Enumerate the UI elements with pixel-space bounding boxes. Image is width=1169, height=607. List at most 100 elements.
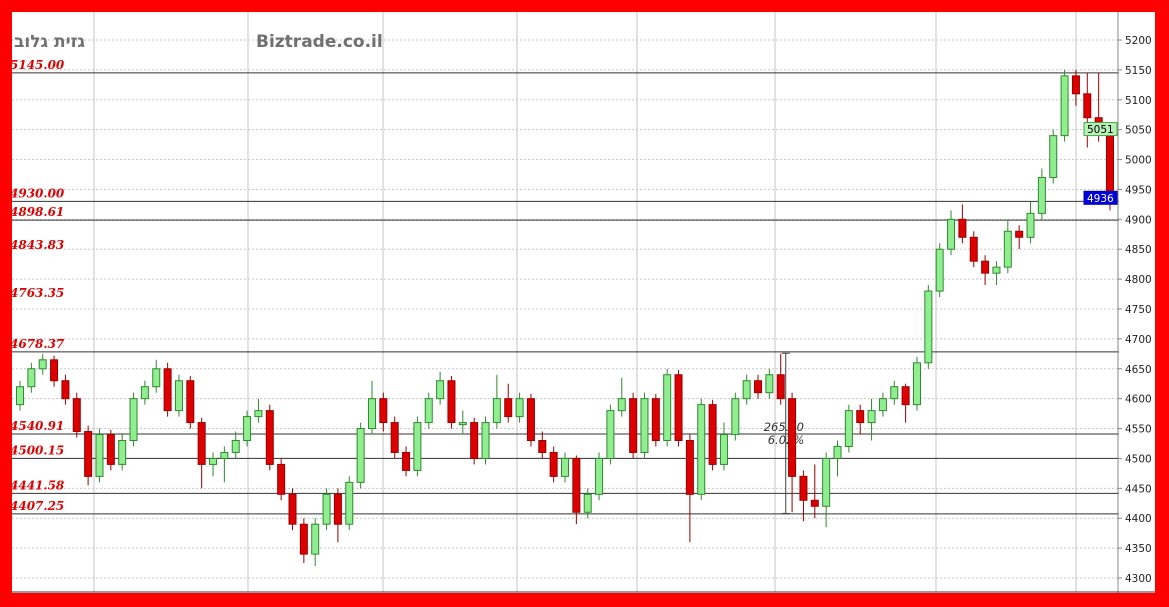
candle-up [458,422,467,426]
y-tick-label: 4850 [1125,244,1152,256]
y-tick-label: 4650 [1125,364,1152,376]
candle-down [629,398,638,453]
candle-up [38,359,47,370]
candle-up [95,434,104,477]
candle-up [220,451,229,459]
candle-up [1026,212,1035,238]
candle-up [912,362,921,406]
candle-up [27,368,36,388]
candle-up [595,457,604,495]
candle-up [765,374,774,394]
y-tick-label: 4750 [1125,304,1152,316]
candle-down [754,380,763,394]
candle-down [50,359,59,382]
candle-down [333,493,342,525]
candle-up [356,428,365,483]
candle-up [367,398,376,430]
y-tick-label: 4300 [1125,573,1152,585]
candle-up [311,523,320,555]
price-tags: 5051 4936 [1083,122,1118,205]
candle-up [867,410,876,424]
chart-background [12,12,1155,593]
y-tick-label: 5000 [1125,155,1152,167]
candle-up [731,398,740,436]
candle-down [799,475,808,501]
y-tick-label: 4900 [1125,214,1152,226]
level-label: 4500.15 [10,443,64,457]
candle-up [606,410,615,459]
candle-down [186,380,195,424]
candle-down [447,380,456,424]
measure-change: 265.40 [764,420,804,434]
y-tick-label: 4500 [1125,453,1152,465]
candle-down [379,398,388,424]
candle-down [1106,129,1114,199]
candle-up [663,374,672,442]
candle-down [288,493,297,525]
price-tag-label: 4936 [1087,193,1114,205]
y-tick-label: 5050 [1125,125,1152,137]
candle-up [561,457,569,477]
candle-up [492,398,501,424]
candle-up [322,493,331,525]
candle-up [140,386,149,400]
candle-up [742,380,751,400]
candle-down [504,398,513,418]
level-label: 4407.25 [10,499,64,513]
candle-up [833,445,842,459]
candle-up [243,416,252,442]
candle-down [969,236,978,262]
candle-up [1060,75,1069,137]
candle-up [129,398,138,442]
level-label: 4763.35 [10,286,64,300]
y-tick-label: 4550 [1125,424,1152,436]
candle-up [174,380,183,412]
candle-down [1083,93,1092,119]
candle-down [901,386,910,406]
candle-up [413,422,422,471]
candle-up [152,368,161,388]
candle-up [436,380,445,400]
candle-up [345,481,354,525]
candle-down [402,451,411,471]
y-tick-label: 4800 [1125,274,1152,286]
level-label: 4930.00 [10,186,65,200]
candle-down [1015,230,1024,238]
candle-down [299,523,308,555]
measure-percent: 6.02% [768,433,805,447]
level-label: 4898.61 [10,205,64,219]
candle-down [470,422,479,459]
candle-up [822,457,831,507]
candle-down [84,431,93,477]
y-tick-label: 5100 [1125,95,1152,107]
vertical-gridlines [93,12,1077,592]
y-tick-label: 4950 [1125,184,1152,196]
level-label: 5145.00 [10,58,65,72]
candle-down [538,440,547,453]
y-tick-label: 4600 [1125,394,1152,406]
candle-up [1003,230,1012,268]
level-label: 4540.91 [10,419,64,433]
candle-down [685,440,694,495]
candle-up [878,398,887,412]
y-tick-label: 4350 [1125,543,1152,555]
candle-down [776,374,785,400]
y-tick-label: 5200 [1125,35,1152,47]
candle-down [390,422,399,453]
candle-up [844,410,853,447]
candle-up [583,493,592,513]
candle-up [424,398,433,424]
price-tag-last [1083,190,1118,205]
candle-down [265,410,274,465]
level-lines: 5145.00 4930.00 4898.61 4843.83 4763.35 4678.… [10,58,1119,515]
candle-down [163,368,172,412]
candle-up [16,386,24,406]
candle-down [572,457,581,513]
candle-up [890,386,899,400]
candle-up [1037,176,1046,214]
candle-down [856,410,865,424]
candle-down [651,398,660,442]
watermark: Biztrade.co.il [256,32,383,52]
level-label: 4678.37 [10,337,65,351]
